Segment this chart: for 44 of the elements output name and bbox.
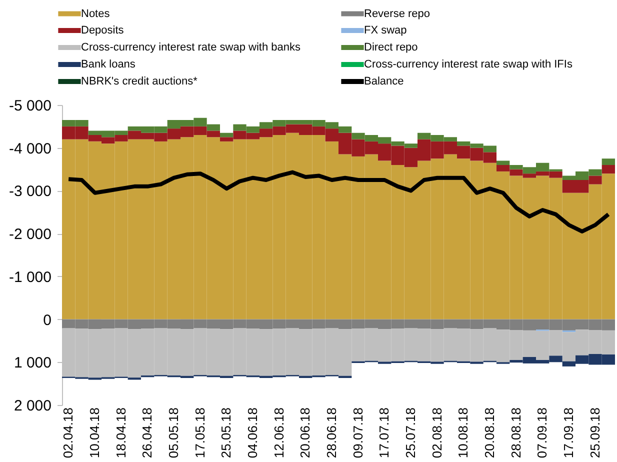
x-tick-label: 02.04.18 [60,408,76,458]
x-tick-label: 12.06.18 [271,408,286,458]
y-tick-label: 2 000 [14,398,52,414]
bar [220,132,234,138]
legend-label: Notes [81,8,110,20]
x-tick-label: 04.06.18 [244,408,260,458]
bar [602,158,615,165]
legend-label: Balance [364,76,404,88]
x-tick-label: 28.08.18 [508,408,524,458]
bar [496,160,510,165]
x-tick-label: 10.08.18 [456,408,471,458]
x-tick-label: 20.06.18 [298,408,313,458]
x-tick-label: 26.04.18 [140,408,155,458]
x-tick-label: 25.07.18 [402,408,418,458]
x-tick-label: 25.09.18 [587,408,602,458]
x-tick-label: 25.05.18 [218,408,234,458]
legend-label: Deposits [81,24,124,36]
legend-label: Bank loans [81,58,136,70]
x-tick-label: 28.06.18 [324,408,339,458]
y-tick-label: -3 000 [8,183,52,200]
y-tick-label: 1 000 [14,354,52,372]
y-tick-label: -2 000 [8,226,52,244]
legend-label: Cross-currency interest rate swap with IFIs [364,58,573,70]
x-tick-label: 17.07.18 [376,408,392,458]
legend-label: NBRK's credit auctions* [81,76,198,88]
x-tick-label: 18.04.18 [113,408,128,458]
x-tick-label: 02.08.18 [429,408,444,458]
x-tick-label: 20.08.18 [482,408,497,458]
x-tick-label: 17.05.18 [192,408,208,458]
x-tick-label: 05.05.18 [166,408,181,458]
x-tick-label: 17.09.18 [560,408,576,458]
y-tick-label: -5 000 [8,98,52,114]
x-tick-label: 09.07.18 [350,408,366,458]
x-tick-label: 10.04.18 [86,408,102,458]
x-tick-label: 07.09.18 [534,408,550,458]
y-tick-label: -4 000 [8,140,52,158]
legend-label: Direct repo [364,42,418,54]
legend-label: FX swap [364,24,407,36]
legend-label: Reverse repo [364,8,430,20]
y-tick-label: 0 [43,312,52,329]
bar [602,165,615,174]
line-series [66,170,610,234]
legend-label: Cross-currency interest rate swap with banks [81,42,301,54]
y-tick-label: -1 000 [8,268,52,286]
